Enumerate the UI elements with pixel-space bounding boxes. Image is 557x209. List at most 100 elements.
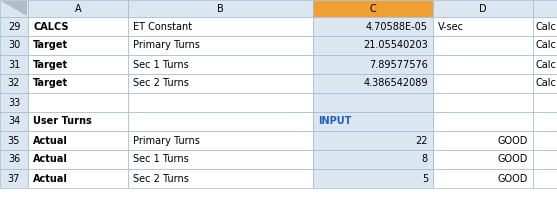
Bar bbox=[533, 112, 557, 131]
Text: Calc:: Calc: bbox=[535, 22, 557, 32]
Bar bbox=[313, 93, 433, 112]
Text: D: D bbox=[479, 4, 487, 14]
Bar bbox=[0, 74, 28, 93]
Text: Calc:: Calc: bbox=[535, 41, 557, 51]
Bar bbox=[0, 36, 28, 55]
Bar bbox=[28, 150, 128, 169]
Bar bbox=[128, 36, 313, 55]
Bar bbox=[0, 0, 28, 17]
Text: Actual: Actual bbox=[33, 173, 68, 184]
Text: B: B bbox=[217, 4, 224, 14]
Text: Target: Target bbox=[33, 79, 68, 88]
Text: Sec 2 Turns: Sec 2 Turns bbox=[133, 79, 189, 88]
Text: User Turns: User Turns bbox=[33, 116, 92, 126]
Bar bbox=[28, 169, 128, 188]
Bar bbox=[0, 150, 28, 169]
Text: 32: 32 bbox=[8, 79, 20, 88]
Bar bbox=[433, 131, 533, 150]
Text: 4.386542089: 4.386542089 bbox=[364, 79, 428, 88]
Text: 37: 37 bbox=[8, 173, 20, 184]
Bar bbox=[128, 74, 313, 93]
Bar bbox=[433, 74, 533, 93]
Text: 7.89577576: 7.89577576 bbox=[369, 60, 428, 70]
Bar bbox=[313, 0, 433, 17]
Bar bbox=[28, 0, 128, 17]
Bar bbox=[128, 131, 313, 150]
Bar bbox=[533, 131, 557, 150]
Text: 30: 30 bbox=[8, 41, 20, 51]
Bar bbox=[28, 131, 128, 150]
Text: Sec 1 Turns: Sec 1 Turns bbox=[133, 60, 189, 70]
Bar bbox=[433, 17, 533, 36]
Bar bbox=[313, 55, 433, 74]
Text: GOOD: GOOD bbox=[497, 135, 528, 145]
Bar bbox=[313, 112, 433, 131]
Text: Target: Target bbox=[33, 60, 68, 70]
Text: Sec 2 Turns: Sec 2 Turns bbox=[133, 173, 189, 184]
Bar bbox=[533, 169, 557, 188]
Text: 4.70588E-05: 4.70588E-05 bbox=[366, 22, 428, 32]
Bar bbox=[433, 93, 533, 112]
Text: Actual: Actual bbox=[33, 135, 68, 145]
Bar bbox=[128, 93, 313, 112]
Text: Actual: Actual bbox=[33, 154, 68, 164]
Bar bbox=[0, 17, 28, 36]
Bar bbox=[533, 150, 557, 169]
Bar bbox=[533, 36, 557, 55]
Bar bbox=[0, 112, 28, 131]
Text: 35: 35 bbox=[8, 135, 20, 145]
Text: C: C bbox=[370, 4, 377, 14]
Bar bbox=[28, 112, 128, 131]
Bar bbox=[313, 74, 433, 93]
Bar bbox=[313, 150, 433, 169]
Bar bbox=[533, 55, 557, 74]
Text: 8: 8 bbox=[422, 154, 428, 164]
Text: Calc:: Calc: bbox=[535, 60, 557, 70]
Text: Calc:: Calc: bbox=[535, 79, 557, 88]
Text: 33: 33 bbox=[8, 98, 20, 107]
Bar bbox=[533, 17, 557, 36]
Text: Primary Turns: Primary Turns bbox=[133, 41, 200, 51]
Bar bbox=[128, 17, 313, 36]
Bar bbox=[433, 112, 533, 131]
Bar bbox=[0, 93, 28, 112]
Text: INPUT: INPUT bbox=[318, 116, 351, 126]
Text: 5: 5 bbox=[422, 173, 428, 184]
Text: Sec 1 Turns: Sec 1 Turns bbox=[133, 154, 189, 164]
Bar bbox=[28, 74, 128, 93]
Bar bbox=[0, 55, 28, 74]
Bar bbox=[28, 93, 128, 112]
Bar bbox=[433, 55, 533, 74]
Text: 29: 29 bbox=[8, 22, 20, 32]
Text: 31: 31 bbox=[8, 60, 20, 70]
Bar bbox=[0, 131, 28, 150]
Text: Primary Turns: Primary Turns bbox=[133, 135, 200, 145]
Bar bbox=[313, 17, 433, 36]
Bar bbox=[128, 150, 313, 169]
Bar bbox=[128, 0, 313, 17]
Bar bbox=[128, 55, 313, 74]
Bar bbox=[128, 112, 313, 131]
Bar bbox=[313, 169, 433, 188]
Text: 22: 22 bbox=[416, 135, 428, 145]
Text: A: A bbox=[75, 4, 81, 14]
Text: 34: 34 bbox=[8, 116, 20, 126]
Bar bbox=[28, 55, 128, 74]
Bar bbox=[433, 169, 533, 188]
Text: ET Constant: ET Constant bbox=[133, 22, 192, 32]
Bar bbox=[28, 36, 128, 55]
Polygon shape bbox=[1, 1, 27, 16]
Bar bbox=[533, 0, 557, 17]
Text: 21.05540203: 21.05540203 bbox=[363, 41, 428, 51]
Bar bbox=[0, 169, 28, 188]
Bar bbox=[433, 150, 533, 169]
Bar bbox=[313, 131, 433, 150]
Text: V-sec: V-sec bbox=[438, 22, 464, 32]
Text: CALCS: CALCS bbox=[33, 22, 69, 32]
Text: GOOD: GOOD bbox=[497, 154, 528, 164]
Bar bbox=[433, 0, 533, 17]
Text: Target: Target bbox=[33, 41, 68, 51]
Text: 36: 36 bbox=[8, 154, 20, 164]
Bar bbox=[128, 169, 313, 188]
Bar bbox=[533, 93, 557, 112]
